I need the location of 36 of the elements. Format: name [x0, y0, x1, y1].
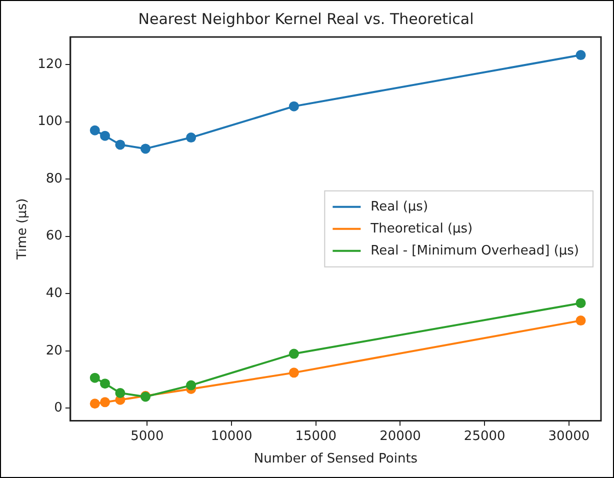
point [100, 130, 110, 141]
x-tick-label: 15000 [295, 428, 337, 444]
y-tick-label: 0 [54, 400, 62, 416]
x-axis-title: Number of Sensed Points [254, 452, 418, 467]
point [186, 132, 196, 143]
x-tick-label: 5000 [130, 428, 164, 444]
chart-title: Nearest Neighbor Kernel Real vs. Theoretical [138, 10, 474, 28]
point [576, 298, 586, 308]
y-tick-label: 100 [38, 114, 62, 130]
x-tick-label: 25000 [464, 428, 506, 444]
x-tick-label: 10000 [210, 428, 252, 444]
point [90, 372, 100, 383]
x-tick-label: 20000 [380, 428, 421, 444]
point [576, 50, 586, 60]
point [576, 316, 586, 326]
y-tick-label: 40 [46, 286, 62, 302]
y-tick-label: 60 [46, 228, 62, 244]
legend-label: Real - [Minimum Overhead] (μs) [370, 243, 580, 258]
point [100, 397, 110, 408]
y-tick-label: 20 [46, 343, 62, 358]
x-tick-label: 30000 [548, 428, 590, 444]
legend-label: Real (μs) [370, 199, 428, 214]
y-axis-title: Time (μs) [15, 198, 30, 260]
legend-label: Theoretical (μs) [370, 221, 473, 236]
point [288, 348, 299, 359]
y-tick-label: 80 [46, 171, 62, 186]
point [100, 378, 110, 389]
point [115, 140, 126, 150]
point [186, 380, 196, 390]
point [90, 125, 100, 136]
y-tick-label: 120 [38, 56, 62, 72]
point [90, 398, 100, 409]
point [288, 101, 299, 112]
point [140, 144, 150, 154]
point [288, 368, 299, 378]
point [115, 388, 126, 398]
